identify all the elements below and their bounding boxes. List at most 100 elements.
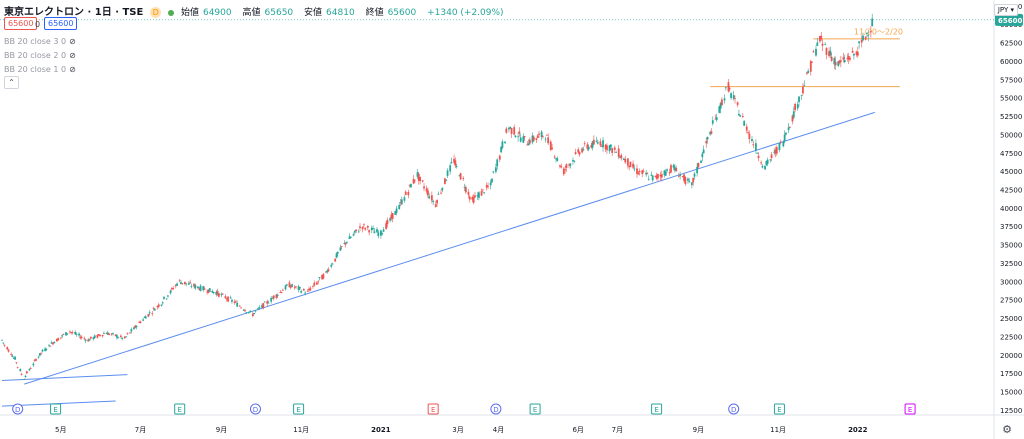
candle-body (135, 325, 138, 328)
candle-body (244, 310, 246, 312)
candle-body (437, 193, 440, 195)
candle-body (327, 269, 330, 271)
candle-body (251, 313, 254, 317)
dividend-marker (12, 403, 24, 415)
buy-price-button[interactable]: 65600 (44, 17, 78, 30)
currency-select[interactable]: JPY ▾ (993, 4, 1018, 16)
candle-body (148, 312, 151, 314)
time-tick-label: 5月 (55, 426, 66, 434)
candle-body (134, 325, 137, 328)
candle-body (834, 61, 837, 66)
candle-body (271, 298, 274, 299)
candle-body (858, 41, 861, 44)
candle-body (297, 286, 300, 290)
symbol-title[interactable]: 東京エレクトロン · 1日 · TSE (4, 7, 144, 18)
candle-body (568, 164, 570, 166)
candle-body (353, 230, 356, 233)
candle-body (714, 118, 717, 120)
indicator-row[interactable]: BB 20 close 3 0 ⊘ (4, 37, 76, 46)
dividend-marker-label: D (731, 406, 736, 414)
candle-body (492, 171, 495, 173)
candle-body (207, 289, 210, 293)
candle-body (398, 205, 401, 209)
candle-body (811, 61, 813, 63)
candle-body (143, 317, 146, 318)
candle-body (711, 120, 714, 124)
candle-body (92, 337, 95, 340)
price-tick-label: 50000 (1000, 131, 1022, 139)
candle-body (88, 339, 91, 341)
eye-slash-icon[interactable]: ⊘ (69, 51, 76, 60)
indicator-row[interactable]: BB 20 close 2 0 ⊘ (4, 51, 76, 60)
candle-body (233, 301, 236, 303)
candle-body (138, 321, 141, 323)
candle-body (97, 334, 100, 336)
candle-body (578, 152, 581, 155)
candle-body (125, 336, 128, 338)
candle-body (190, 286, 193, 287)
candle-body (788, 126, 791, 128)
candle-body (449, 165, 452, 172)
candle-body (769, 159, 772, 161)
sell-price-button[interactable]: 65600 (4, 17, 38, 30)
candle-body (481, 189, 484, 191)
candle-body (178, 279, 181, 281)
candle-body (10, 354, 13, 355)
candle-body (800, 95, 803, 97)
candle-body (93, 335, 96, 338)
candle-body (157, 304, 160, 307)
gear-icon[interactable]: ⚙ (1002, 423, 1012, 436)
candle-body (29, 368, 32, 369)
candle-body (144, 316, 147, 319)
currency-label: JPY (997, 6, 1009, 14)
candle-body (544, 138, 547, 140)
open-label: 始値 (180, 8, 199, 18)
candle-body (40, 352, 43, 354)
chevron-up-icon[interactable]: ⌃ (4, 76, 19, 89)
candle-body (582, 149, 585, 151)
candle-body (606, 145, 608, 151)
candle-body (807, 70, 810, 74)
change-value: +1340 (+2.09%) (427, 8, 504, 18)
candle-body (361, 226, 364, 230)
candle-body (599, 141, 602, 146)
candle-body (355, 229, 357, 232)
candle-body (309, 288, 312, 291)
candle-body (189, 282, 192, 284)
candle-body (163, 296, 165, 299)
candle-body (322, 274, 325, 279)
candle-body (89, 336, 92, 339)
candle-body (59, 337, 62, 339)
price-tick-label: 22500 (1000, 333, 1022, 341)
eye-slash-icon[interactable]: ⊘ (69, 65, 76, 74)
candle-body (710, 131, 713, 134)
candle-body (119, 335, 122, 337)
candle-body (180, 282, 182, 285)
candle-body (408, 184, 411, 186)
candle-body (165, 298, 168, 300)
price-tick-label: 60000 (1000, 58, 1022, 66)
candle-body (444, 178, 446, 184)
candle-body (679, 174, 682, 176)
indicator-row[interactable]: BB 20 close 1 0 ⊘ (4, 65, 76, 74)
candle-body (419, 176, 422, 181)
candle-body (487, 186, 489, 187)
data-source-badge[interactable]: D (150, 7, 162, 18)
candle-body (366, 225, 369, 228)
candle-body (526, 144, 529, 146)
price-tick-label: 55000 (1000, 95, 1022, 103)
candle-body (741, 116, 744, 117)
candle-body (220, 293, 223, 296)
candle-body (509, 127, 512, 128)
candle-body (280, 291, 283, 293)
candle-body (719, 102, 722, 109)
candle-body (700, 160, 702, 163)
candle-body (428, 196, 431, 199)
eye-slash-icon[interactable]: ⊘ (69, 37, 76, 46)
candle-body (285, 284, 288, 286)
candle-body (855, 51, 858, 55)
candle-body (796, 104, 799, 109)
candle-body (32, 363, 35, 366)
candle-body (690, 182, 693, 186)
